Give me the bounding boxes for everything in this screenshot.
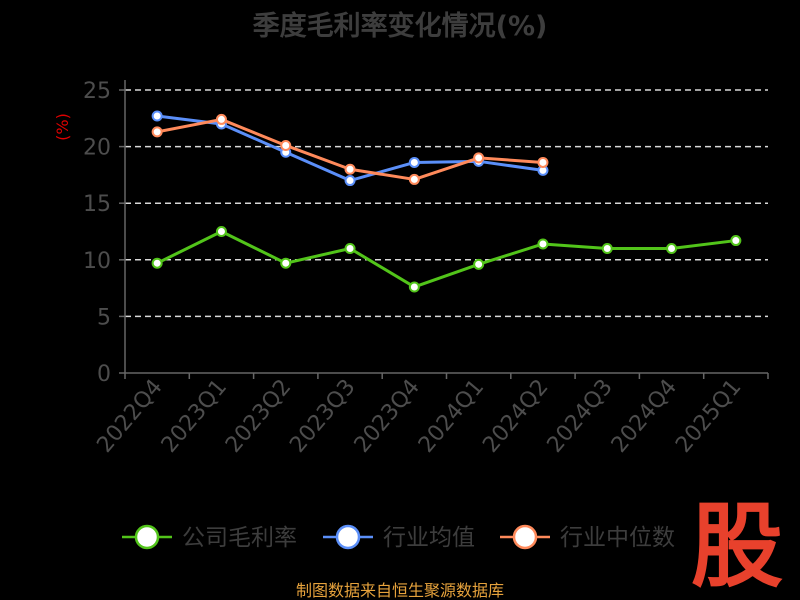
legend-swatch-marker	[512, 524, 538, 550]
data-point	[537, 238, 549, 250]
data-point	[215, 226, 227, 237]
series-line-0	[155, 230, 738, 289]
y-axis-unit-label: (%)	[53, 113, 72, 141]
data-point	[344, 242, 356, 254]
data-point	[473, 258, 485, 270]
data-point	[537, 156, 549, 168]
data-point	[601, 242, 613, 254]
legend-label: 公司毛利率	[182, 525, 297, 551]
grid-lines	[125, 89, 768, 318]
series-lines	[151, 110, 742, 293]
data-point	[151, 110, 163, 122]
y-tick-label: 10	[83, 249, 111, 274]
y-tick-label: 25	[83, 79, 111, 104]
legend-item-0: 公司毛利率	[122, 524, 297, 551]
data-point	[666, 242, 678, 254]
data-point	[151, 257, 163, 269]
legend-label: 行业均值	[383, 525, 475, 551]
chart-title: 季度毛利率变化情况(%)	[253, 10, 548, 42]
y-tick-label: 0	[97, 362, 111, 387]
data-point	[730, 235, 742, 247]
data-point	[280, 139, 292, 151]
legend-item-2: 行业中位数	[500, 524, 675, 551]
legend-swatch-marker	[335, 524, 361, 550]
watermark-logo: 股	[691, 493, 783, 600]
data-point	[215, 113, 227, 125]
y-tick-label: 5	[97, 305, 111, 330]
legend-label: 行业中位数	[560, 525, 675, 551]
source-note: 制图数据来自恒生聚源数据库	[296, 581, 504, 600]
legend-item-1: 行业均值	[323, 524, 475, 551]
data-point	[344, 163, 356, 175]
data-point	[408, 156, 420, 168]
data-point	[280, 257, 292, 269]
data-point	[408, 281, 420, 293]
y-tick-label: 15	[83, 192, 111, 217]
data-point	[151, 126, 163, 138]
data-point	[344, 175, 356, 187]
y-tick-label: 20	[83, 136, 111, 161]
data-point	[408, 173, 420, 185]
legend: 公司毛利率 行业均值 行业中位数	[122, 524, 675, 551]
data-point	[473, 152, 485, 164]
legend-swatch-marker	[134, 524, 160, 550]
